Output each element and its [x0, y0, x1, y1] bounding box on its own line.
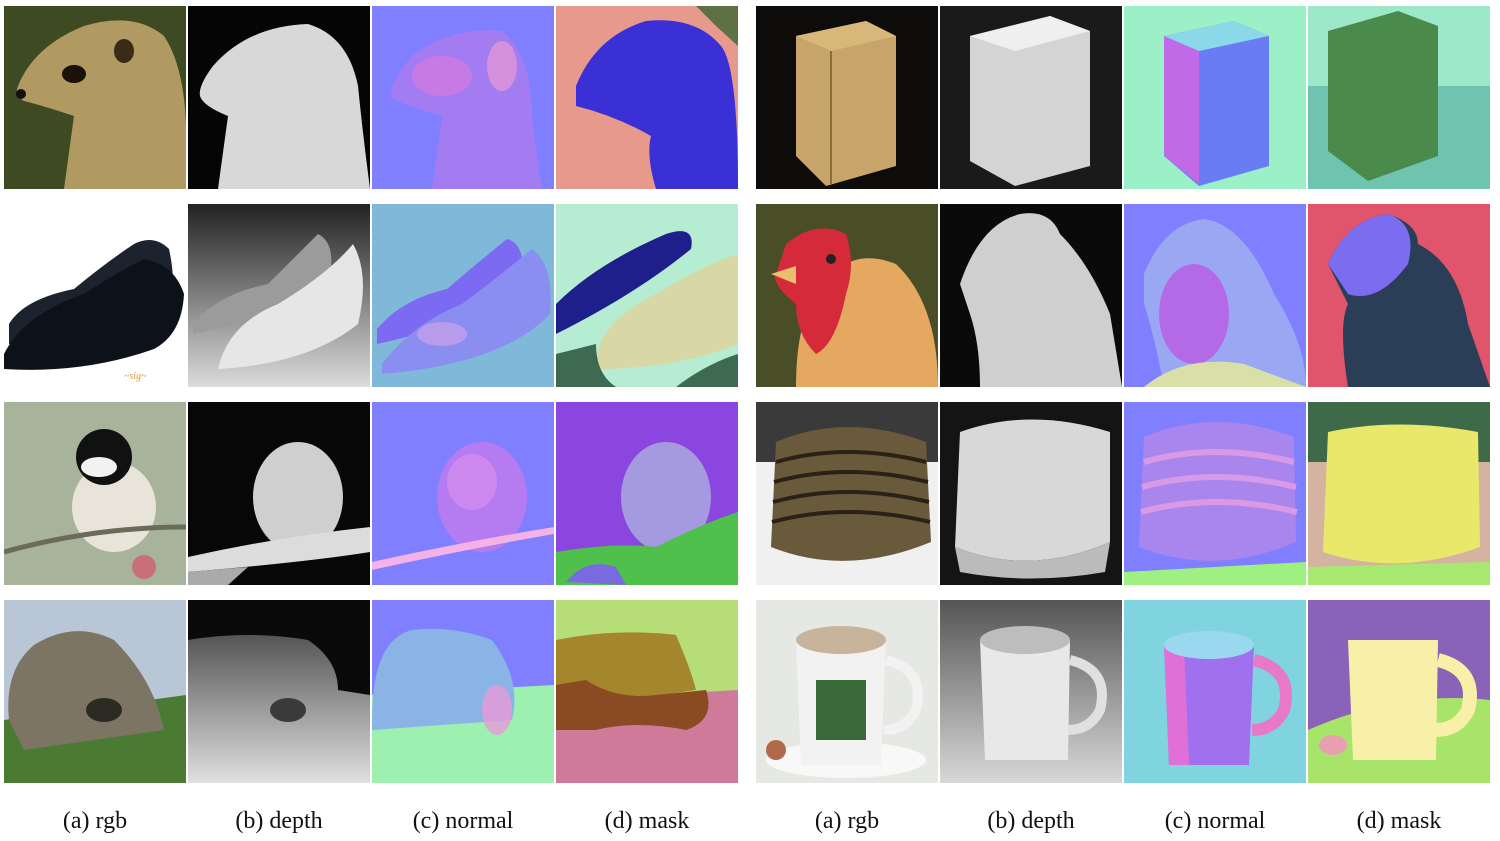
caption-rgb: (a) rgb [62, 808, 128, 834]
rooster-depth-image [940, 204, 1122, 387]
mug-rgb-image [756, 600, 938, 783]
hamper-normal-image [1124, 6, 1306, 189]
chickadee-normal-image [372, 402, 554, 585]
hamper-rgb-image [756, 6, 938, 189]
caption-mask: (d) mask [604, 808, 690, 834]
meerkat-depth-image [188, 6, 370, 189]
armor-normal-image [1124, 402, 1306, 585]
rooster-mask-image [1308, 204, 1490, 387]
shoes-mask-image [556, 204, 738, 387]
rock-depth-image [188, 600, 370, 783]
armor-rgb-image [756, 402, 938, 585]
caption-rgb: (a) rgb [814, 808, 880, 834]
rooster-normal-image [1124, 204, 1306, 387]
right-figure-panel: (a) rgb (b) depth (c) normal (d) mask [756, 6, 1492, 834]
shoes-rgb-image: ~sig~ [4, 204, 186, 387]
hamper-mask-image [1308, 6, 1490, 189]
chickadee-mask-image [556, 402, 738, 585]
mug-normal-image [1124, 600, 1306, 783]
hamper-depth-image [940, 6, 1122, 189]
rock-mask-image [556, 600, 738, 783]
rock-rgb-image [4, 600, 186, 783]
left-figure-panel: ~sig~ [4, 6, 740, 834]
caption-depth: (b) depth [987, 808, 1075, 834]
mug-depth-image [940, 600, 1122, 783]
shoes-normal-image [372, 204, 554, 387]
caption-mask: (d) mask [1356, 808, 1442, 834]
caption-depth: (b) depth [235, 808, 323, 834]
rock-normal-image [372, 600, 554, 783]
shoes-depth-image [188, 204, 370, 387]
meerkat-mask-image [556, 6, 738, 189]
meerkat-rgb-image [4, 6, 186, 189]
svg-text:~sig~: ~sig~ [124, 371, 147, 382]
chickadee-rgb-image [4, 402, 186, 585]
caption-normal: (c) normal [412, 808, 514, 834]
chickadee-depth-image [188, 402, 370, 585]
armor-depth-image [940, 402, 1122, 585]
caption-normal: (c) normal [1164, 808, 1266, 834]
meerkat-normal-image [372, 6, 554, 189]
armor-mask-image [1308, 402, 1490, 585]
rooster-rgb-image [756, 204, 938, 387]
mug-mask-image [1308, 600, 1490, 783]
